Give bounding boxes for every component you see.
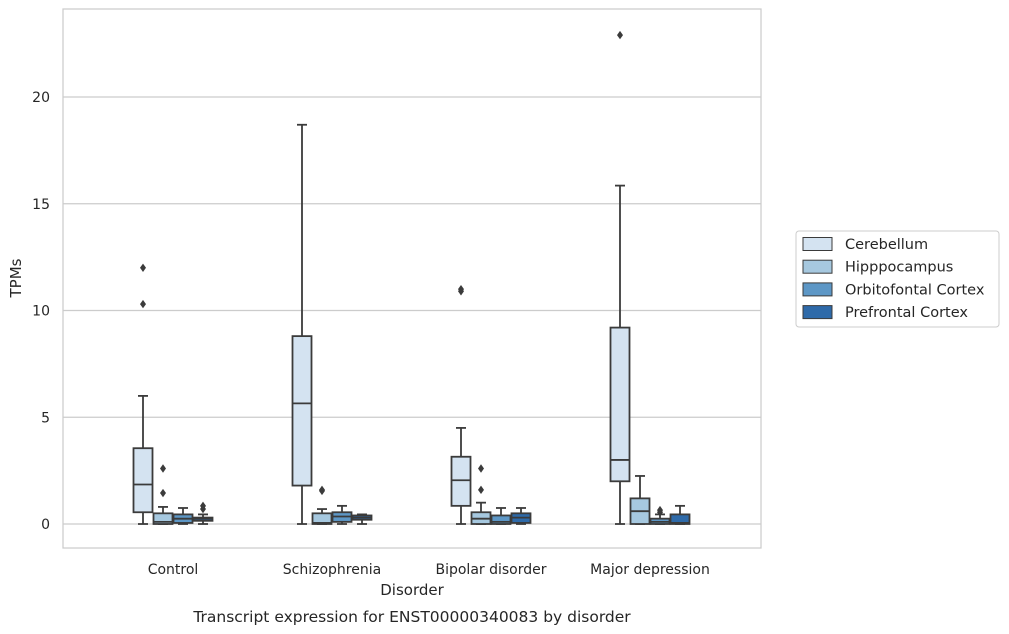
- boxes: [132, 30, 691, 525]
- box-cerebellum: [450, 284, 472, 525]
- box-iqr: [490, 514, 512, 525]
- legend-swatch: [802, 282, 833, 297]
- legend-entry-label: Hipppocampus: [845, 260, 953, 276]
- box-iqr: [450, 455, 472, 507]
- box-iqr: [152, 512, 174, 525]
- legend-entry-label: Prefrontal Cortex: [845, 305, 968, 321]
- box-cerebellum: [609, 30, 631, 525]
- grid-lines: [63, 96, 761, 525]
- outlier-point: [478, 464, 484, 473]
- box-iqr: [291, 335, 313, 487]
- y-tick-labels: 0 5 10 15 20: [32, 90, 50, 533]
- outlier-point: [657, 505, 663, 515]
- outlier-point: [458, 284, 464, 294]
- plot-area-frame: [62, 8, 762, 549]
- x-tick-label: Major depression: [590, 562, 710, 578]
- y-tick-label: 15: [32, 197, 50, 213]
- x-tick-label: Bipolar disorder: [435, 562, 546, 578]
- box-orbitofontal-cortex: [649, 505, 671, 525]
- legend: Cerebellum Hipppocampus Orbitofontal Corte…: [795, 230, 1000, 328]
- legend-frame: [795, 230, 1000, 328]
- outlier-point: [319, 485, 325, 495]
- outlier-point: [160, 464, 166, 473]
- outlier-point: [140, 299, 146, 309]
- box-prefrontal-cortex: [510, 507, 532, 525]
- x-axis-label: Disorder: [380, 581, 444, 599]
- y-tick-label: 0: [41, 517, 50, 533]
- box-hipppocampus: [470, 464, 492, 525]
- box-prefrontal-cortex: [192, 501, 214, 525]
- chart-caption: Transcript expression for ENST0000034008…: [192, 608, 631, 626]
- x-tick-label: Schizophrenia: [283, 562, 381, 578]
- legend-swatch: [802, 305, 833, 320]
- x-tick-label: Control: [148, 562, 199, 578]
- box-hipppocampus: [152, 464, 174, 525]
- legend-swatch: [802, 237, 833, 251]
- y-axis-label: TPMs: [7, 258, 25, 298]
- box-hipppocampus: [311, 485, 333, 525]
- box-iqr: [669, 513, 691, 525]
- box-orbitofontal-cortex: [172, 507, 194, 525]
- box-iqr: [609, 326, 631, 483]
- box-hipppocampus: [629, 475, 651, 525]
- box-cerebellum: [291, 123, 313, 525]
- y-tick-label: 20: [32, 90, 50, 106]
- box-orbitofontal-cortex: [331, 504, 353, 525]
- outlier-point: [160, 488, 166, 498]
- box-prefrontal-cortex: [669, 504, 691, 525]
- outlier-point: [478, 485, 484, 495]
- box-iqr: [311, 512, 333, 525]
- box-orbitofontal-cortex: [490, 507, 512, 525]
- y-tick-label: 10: [32, 304, 50, 320]
- box-cerebellum: [132, 263, 154, 525]
- legend-swatch: [802, 259, 833, 274]
- legend-entry-label: Cerebellum: [845, 237, 928, 253]
- legend-entry-label: Orbitofontal Cortex: [845, 282, 985, 298]
- outlier-point: [617, 30, 623, 40]
- outlier-point: [140, 263, 146, 272]
- x-tick-labels: Control Schizophrenia Bipolar disorder Majo…: [148, 562, 710, 578]
- y-tick-label: 5: [41, 410, 50, 426]
- box-iqr: [132, 447, 154, 514]
- box-prefrontal-cortex: [351, 513, 373, 525]
- outlier-point: [200, 501, 206, 511]
